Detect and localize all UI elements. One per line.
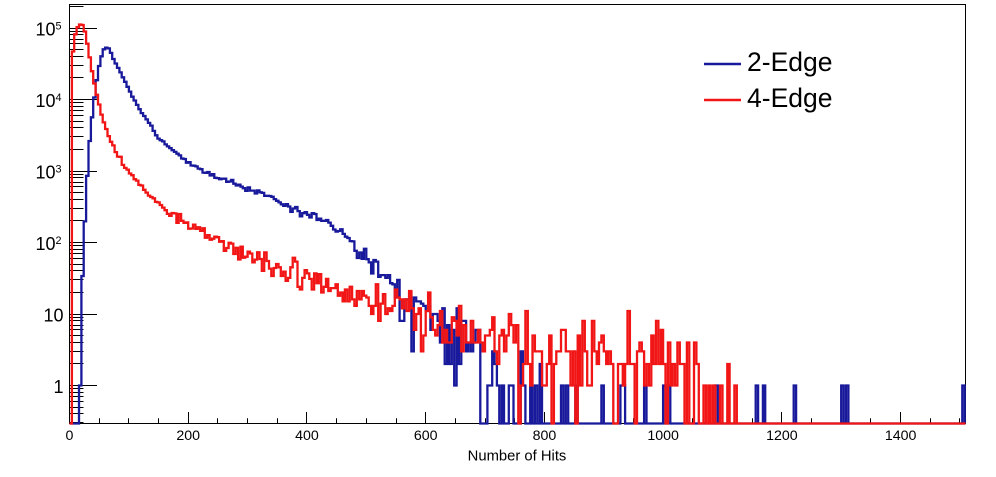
- svg-text:102: 102: [35, 234, 61, 254]
- svg-text:1000: 1000: [647, 428, 679, 444]
- svg-text:1400: 1400: [885, 428, 917, 444]
- svg-text:103: 103: [35, 163, 61, 183]
- svg-text:0: 0: [66, 428, 74, 444]
- svg-text:200: 200: [176, 428, 200, 444]
- svg-text:800: 800: [533, 428, 557, 444]
- svg-text:105: 105: [35, 20, 61, 40]
- svg-text:600: 600: [414, 428, 438, 444]
- svg-text:Number of Hits: Number of Hits: [468, 449, 567, 465]
- svg-text:104: 104: [35, 91, 61, 111]
- svg-text:1200: 1200: [766, 428, 798, 444]
- svg-text:4-Edge: 4-Edge: [747, 83, 832, 113]
- svg-text:400: 400: [295, 428, 319, 444]
- svg-text:1: 1: [53, 377, 63, 397]
- svg-text:10: 10: [43, 306, 63, 326]
- svg-text:2-Edge: 2-Edge: [747, 47, 832, 77]
